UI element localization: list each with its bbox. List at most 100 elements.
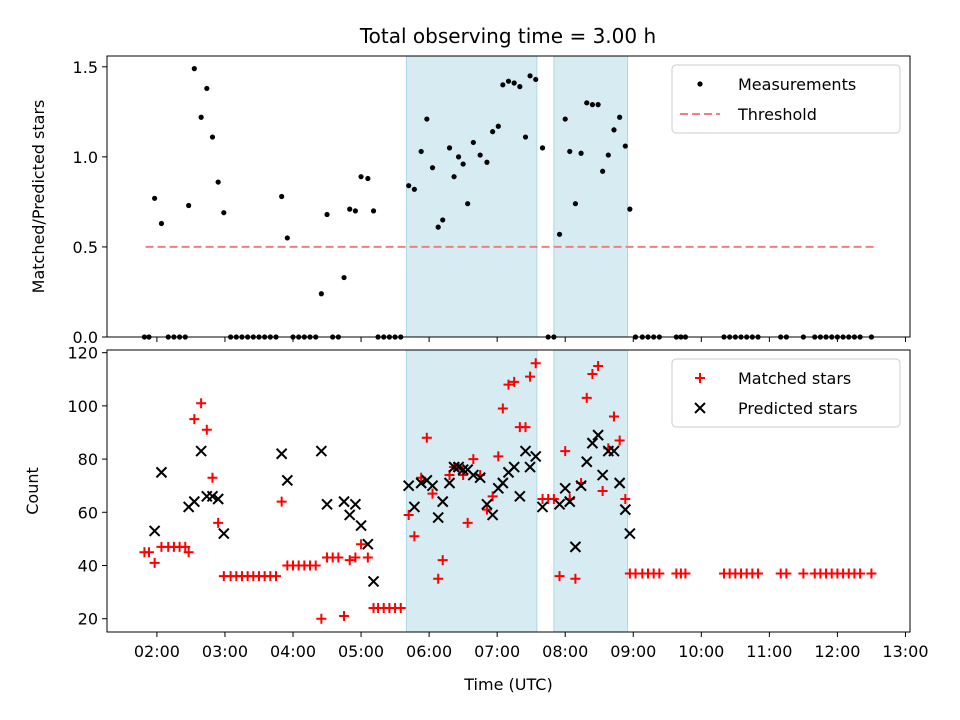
matched-star-point: [554, 571, 565, 582]
predicted-star-point: [581, 456, 593, 468]
predicted-star-point: [486, 509, 499, 521]
x-tick-label: 02:00: [134, 642, 180, 661]
predicted-star-point: [553, 498, 566, 511]
measurement-point: [352, 208, 358, 214]
y-tick-label: 100: [67, 397, 98, 416]
measurement-point: [460, 161, 466, 167]
measurement-point: [347, 206, 353, 212]
predicted-star-point: [508, 461, 520, 473]
legend-label: Matched stars: [738, 369, 851, 388]
y-tick-label: 80: [78, 450, 98, 469]
predicted-star-point: [437, 495, 449, 508]
matched-star-point: [180, 541, 191, 552]
predicted-star-point: [367, 575, 380, 588]
matched-star-point: [468, 454, 479, 465]
x-tick-label: 10:00: [678, 642, 724, 661]
measurement-point: [500, 82, 506, 88]
predicted-star-point: [530, 450, 542, 463]
measurement-point: [204, 85, 210, 92]
matched-star-point: [189, 414, 200, 425]
shaded-span-1: [553, 55, 629, 338]
matched-star-point: [654, 568, 665, 579]
matched-star-point: [548, 493, 559, 504]
matched-star-point: [356, 539, 367, 550]
measurement-point: [527, 73, 533, 79]
predicted-star-point: [481, 498, 493, 511]
matched-star-point: [149, 557, 160, 568]
measurement-point: [562, 116, 568, 122]
measurement-point: [318, 291, 324, 297]
measurement-point: [605, 152, 611, 158]
x-tick-label: 04:00: [270, 642, 316, 661]
matched-star-point: [570, 573, 581, 584]
predicted-star-point: [443, 477, 456, 489]
y-axis-label: Matched/Predicted stars: [29, 100, 48, 294]
measurement-point: [595, 102, 601, 108]
matched-star-point: [421, 432, 432, 443]
matched-star-point: [316, 613, 327, 624]
x-tick-label: 13:00: [882, 642, 928, 661]
measurement-point: [617, 114, 623, 120]
predicted-star-point: [275, 448, 288, 460]
measurement-point: [578, 150, 584, 156]
measurement-point: [435, 224, 441, 230]
predicted-star-point: [624, 527, 636, 540]
count-panel: 20 40 60 80 100 120 02:00 03:00 04:00 05:00 06:00 0…: [23, 344, 929, 694]
matched-star-point: [437, 555, 448, 566]
matched-star-point: [855, 568, 866, 579]
x-tick-label: 08:00: [542, 642, 588, 661]
matched-star-point: [481, 504, 492, 515]
legend-label: Measurements: [738, 75, 856, 94]
predicted-star-point: [592, 429, 604, 441]
matched-star-point: [333, 552, 344, 563]
shaded-span-1: [553, 349, 629, 633]
y-tick-label: 0.5: [73, 238, 98, 257]
legend-marker-predicted: [694, 402, 706, 414]
predicted-star-point: [408, 501, 421, 513]
measurement-point: [215, 179, 221, 185]
matched-star-point: [339, 611, 350, 622]
y-tick-label: 0.0: [73, 328, 98, 347]
measurement-point: [517, 84, 523, 90]
measurement-point: [470, 139, 476, 146]
measurement-point: [455, 154, 462, 160]
predicted-star-point: [613, 477, 626, 489]
measurement-point: [365, 175, 371, 182]
matched-star-point: [497, 403, 508, 414]
measurement-point: [429, 165, 436, 171]
matched-star-point: [608, 411, 619, 422]
measurement-point: [411, 186, 417, 192]
matched-star-point: [620, 493, 631, 504]
predicted-star-point: [575, 479, 587, 492]
predicted-star-point: [281, 474, 294, 487]
matched-star-point: [213, 517, 224, 528]
matched-star-point: [753, 568, 764, 579]
x-tick-label: 07:00: [474, 642, 520, 661]
x-tick-label: 11:00: [746, 642, 792, 661]
predicted-star-point: [426, 479, 439, 492]
measurement-point: [533, 76, 539, 83]
y-tick-label: 120: [67, 344, 98, 363]
matched-star-point: [344, 555, 355, 566]
y-tick-label: 20: [78, 610, 98, 629]
predicted-star-point: [596, 469, 609, 481]
legend-marker-matched: [695, 373, 705, 383]
measurement-point: [505, 78, 512, 84]
predicted-star-point: [355, 519, 367, 532]
predicted-star-point: [448, 461, 460, 473]
matched-star-point: [781, 568, 792, 579]
predicted-star-point: [467, 469, 480, 481]
measurement-point: [279, 193, 285, 200]
legend-box: [671, 358, 901, 428]
predicted-star-point: [344, 509, 356, 521]
matched-star-point: [587, 368, 598, 379]
y-tick-label: 1.5: [73, 58, 98, 77]
measurement-point: [567, 148, 573, 155]
predicted-star-point: [148, 525, 161, 537]
measurement-point: [209, 134, 216, 140]
measurement-point: [511, 80, 517, 86]
legend-box: [671, 64, 901, 134]
predicted-star-point: [315, 445, 328, 457]
measurement-point: [572, 201, 579, 207]
